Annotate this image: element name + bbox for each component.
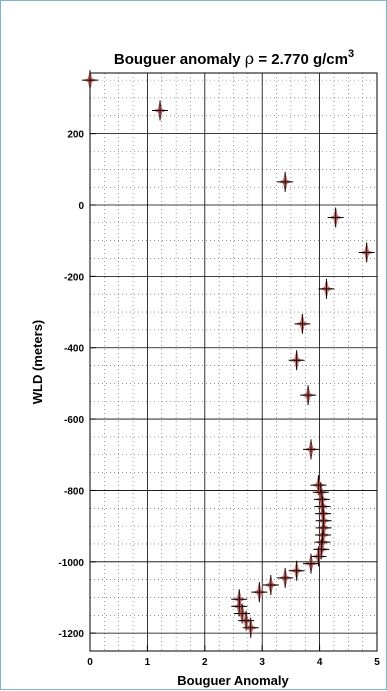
data-point: [318, 278, 335, 299]
plot-frame: [89, 72, 378, 652]
x-tick-label: 2: [202, 657, 208, 668]
y-tick-label: 0: [78, 201, 84, 212]
y-tick-label: -1200: [58, 629, 84, 640]
x-axis-label: Bouguer Anomaly: [177, 673, 289, 688]
data-point: [152, 100, 169, 121]
data-point: [302, 439, 319, 460]
data-point: [310, 475, 327, 496]
minor-grid: [90, 73, 377, 652]
chart-title: Bouguer anomaly ρ = 2.770 g/cm3: [114, 48, 354, 68]
data-point: [82, 70, 98, 91]
x-tick-label: 5: [374, 657, 380, 668]
data-point: [358, 242, 375, 263]
x-tick-label: 1: [145, 657, 151, 668]
data-point: [288, 560, 305, 581]
data-point: [300, 385, 317, 406]
x-tick-label: 4: [317, 657, 323, 668]
data-point: [294, 313, 311, 334]
data-point: [327, 207, 344, 228]
data-point: [242, 617, 259, 638]
axis-ticks: 0 1 2 3 4 5 200 0 -200 -400 -600 -800 -1000 -1200: [58, 130, 380, 668]
y-tick-label: -1000: [58, 558, 84, 569]
data-points: [82, 70, 375, 638]
data-point: [251, 582, 268, 603]
data-point: [302, 553, 319, 574]
x-tick-label: 0: [87, 657, 93, 668]
data-point: [238, 610, 255, 631]
x-tick-label: 3: [259, 657, 265, 668]
y-tick-label: -800: [64, 486, 84, 497]
data-point: [277, 567, 294, 588]
data-point: [277, 171, 294, 192]
y-axis-label: WLD (meters): [30, 320, 45, 405]
y-tick-label: 200: [67, 130, 84, 141]
y-tick-label: -200: [64, 272, 84, 283]
y-tick-label: -400: [64, 344, 84, 355]
data-point: [262, 574, 279, 595]
y-tick-label: -600: [64, 415, 84, 426]
data-point: [288, 350, 305, 371]
